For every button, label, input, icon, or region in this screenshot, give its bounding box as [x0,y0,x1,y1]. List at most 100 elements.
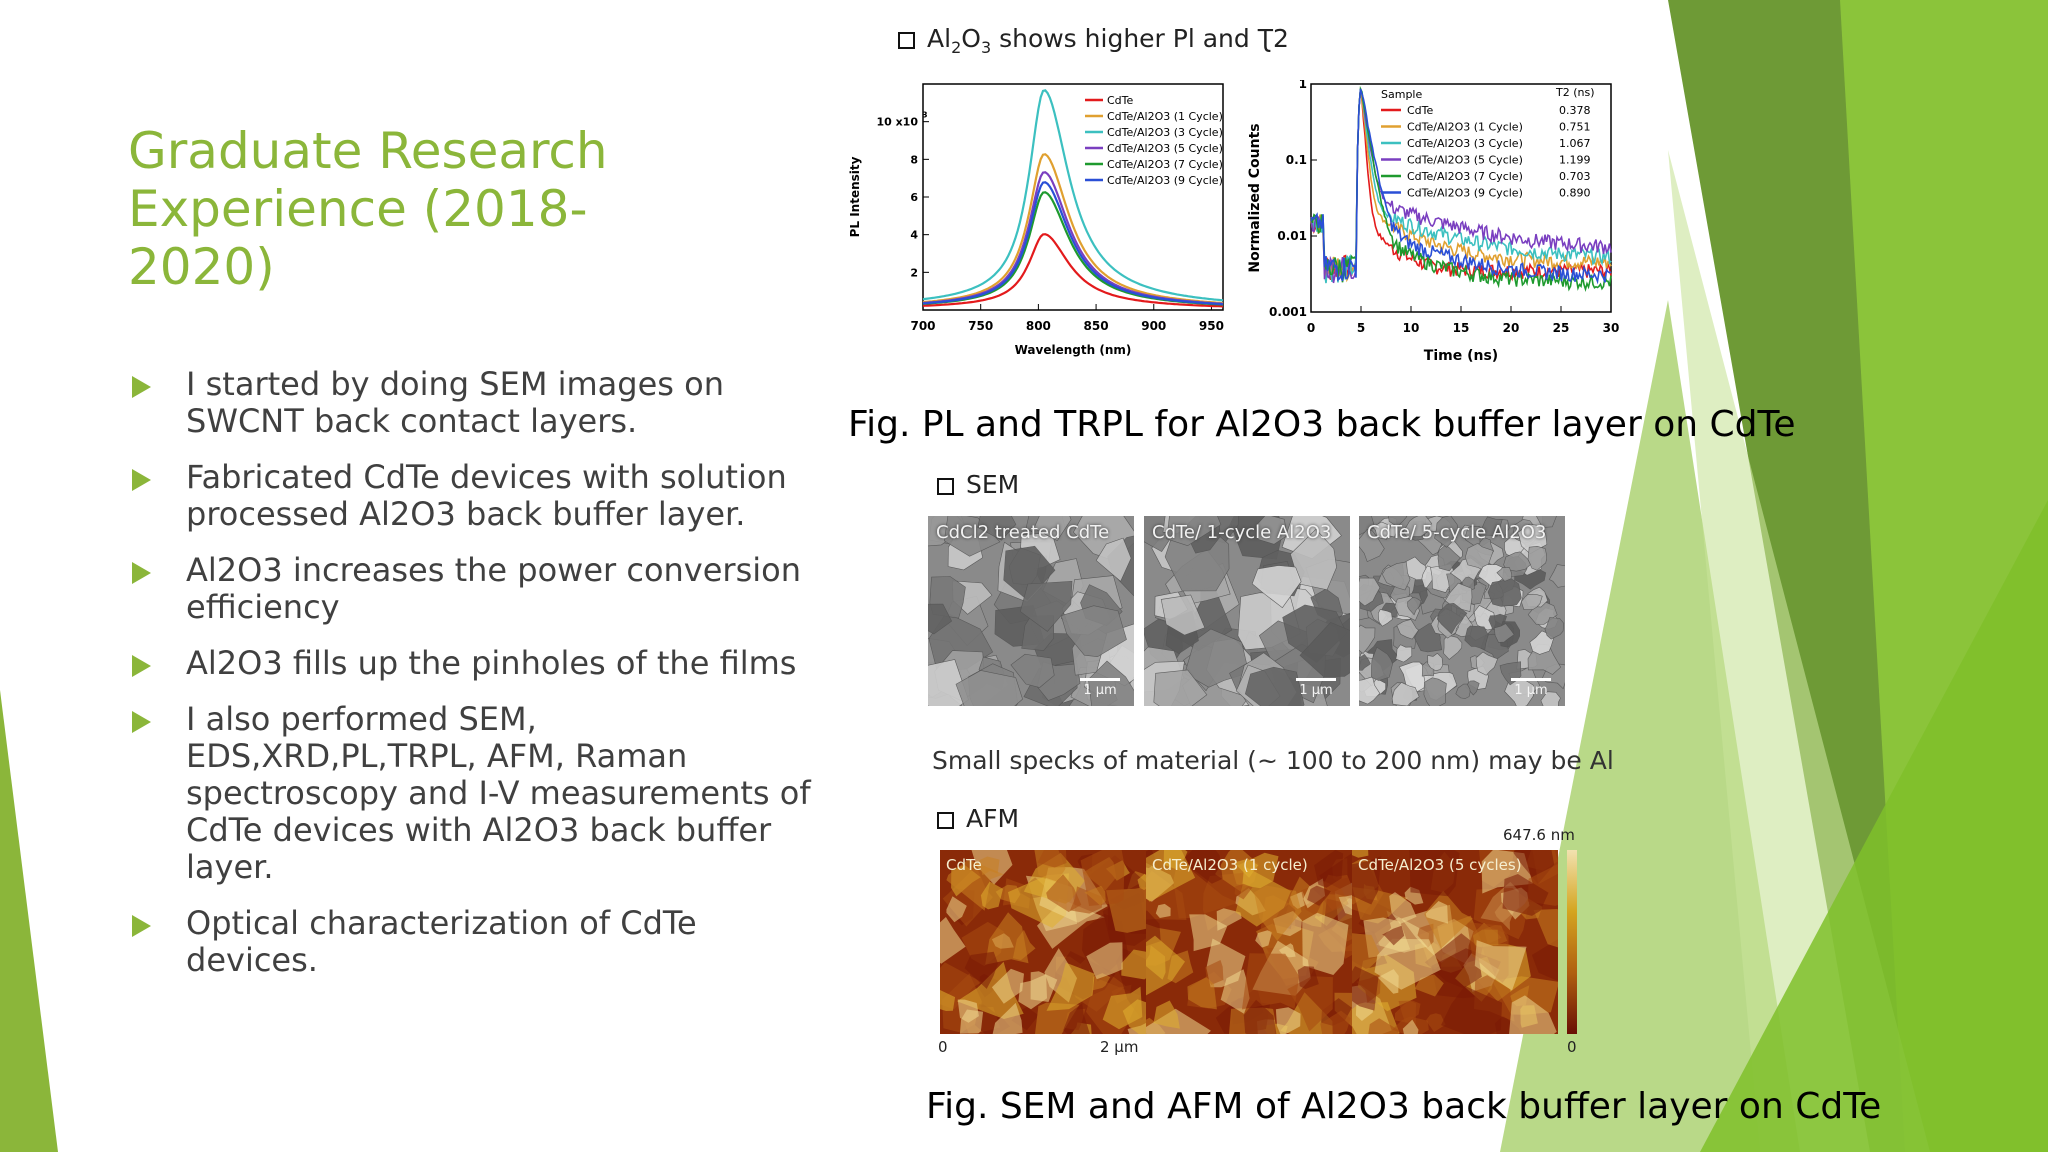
afm-feature [1030,971,1058,1002]
afm-feature [1034,1002,1080,1034]
sem-grain [1381,561,1411,591]
trpl-legend-tau: 0.703 [1559,170,1591,183]
sem-image-label: CdTe/ 5-cycle Al2O3 [1367,522,1547,543]
pl-x-axis-label: Wavelength (nm) [1015,343,1132,357]
sem-texture [1359,516,1565,706]
heading-text: Al [927,24,952,53]
sem-grain [1503,551,1531,572]
afm-feature [1398,1000,1421,1023]
trpl-y-tick-label: 0.01 [1277,229,1307,243]
afm-feature [1352,966,1379,1011]
bullet-list: I started by doing SEM images on SWCNT b… [128,366,828,998]
afm-feature [940,917,966,964]
pl-y-tick-label: 6 [910,191,918,204]
afm-image-label: CdTe [946,856,982,874]
trpl-legend-label: CdTe/Al2O3 (3 Cycle) [1407,137,1523,150]
pl-x-tick-label: 850 [1084,319,1109,333]
sem-grain [1395,644,1413,663]
afm-feature [946,859,1004,911]
afm-image: CdTe/Al2O3 (1 cycle) [1146,850,1352,1034]
sem-grain [1548,564,1565,588]
afm-feature [1474,940,1527,991]
trpl-x-tick-label: 10 [1403,321,1420,335]
afm-texture [940,850,1146,1034]
trpl-x-tick-label: 30 [1603,321,1620,335]
sem-grain [1359,577,1381,607]
sem-grain [1290,528,1337,591]
afm-feature [1046,962,1095,1011]
trpl-legend-label: CdTe/Al2O3 (5 Cycle) [1407,154,1523,167]
afm-feature [1402,1019,1419,1034]
sem-grain [1407,597,1422,616]
afm-feature [940,990,956,1011]
afm-feature [1352,856,1382,905]
trpl-y-tick-label: 1 [1299,80,1307,91]
pl-legend-label: CdTe/Al2O3 (1 Cycle) [1107,110,1223,123]
afm-feature [1146,935,1185,996]
afm-feature [1084,885,1106,906]
afm-feature [1153,1000,1180,1029]
scale-bar-line [1296,678,1336,681]
pl-y-tick-label: 10 x10 [876,116,918,129]
sem-grain [1359,528,1385,563]
bullet-item: Optical characterization of CdTe devices… [128,905,828,979]
bullet-item: I started by doing SEM images on SWCNT b… [128,366,828,440]
heading-text: O [961,24,981,53]
trpl-legend-label: CdTe/Al2O3 (1 Cycle) [1407,121,1523,134]
pl-series-line [922,153,1224,305]
pl-y-tick-label: 8 [910,153,918,166]
trpl-legend-tau: 0.890 [1559,187,1591,200]
pl-y-exponent: 3 [922,111,928,120]
pl-heading: Al2O3 shows higher Pl and Ʈ2 [898,24,1289,57]
bullet-arrow-icon [132,376,151,398]
sem-grain [1251,565,1302,609]
afm-feature [1389,892,1417,925]
pl-legend-label: CdTe/Al2O3 (3 Cycle) [1107,126,1223,139]
bullet-arrow-icon [132,469,151,491]
trpl-legend-tau: 0.378 [1559,104,1591,117]
sem-grain [1010,653,1055,688]
pl-series-line [922,181,1224,306]
sem-grain [1443,634,1463,660]
checkbox-square-icon [898,32,915,49]
afm-feature [1181,850,1223,884]
bullet-text: I also performed SEM, EDS,XRD,PL,TRPL, A… [186,700,811,886]
afm-feature [991,968,1024,1004]
bullet-arrow-icon [132,711,151,733]
sem-grain [1496,567,1513,582]
sem-grain [1402,516,1432,540]
trpl-x-tick-label: 15 [1453,321,1470,335]
checkbox-square-icon [937,478,954,495]
trpl-x-tick-label: 20 [1503,321,1520,335]
sem-grain [1160,594,1206,636]
sem-grain [1536,516,1557,528]
trpl-legend-header: Sample [1381,88,1422,101]
sem-grain [928,659,969,706]
sem-grain [1540,691,1561,706]
afm-feature [1086,942,1123,980]
afm-colorbar-max: 647.6 nm [1503,826,1575,844]
trpl-series-line [1310,88,1612,285]
afm-image-label: CdTe/Al2O3 (1 cycle) [1152,856,1308,874]
afm-feature [1233,858,1259,878]
afm-feature [1441,985,1502,1034]
afm-feature [1509,995,1557,1034]
sem-grain [1396,619,1420,640]
sem-grain [1359,624,1376,655]
sem-grain [1430,563,1455,593]
afm-image: CdTe [940,850,1146,1034]
scale-bar-line [1080,678,1120,681]
trpl-legend-tau: 1.067 [1559,137,1591,150]
afm-feature [1243,999,1277,1034]
afm-colorbar [1567,850,1577,1034]
scale-bar-text: 1 µm [1083,683,1117,698]
trpl-x-tick-label: 5 [1357,321,1365,335]
afm-feature [1425,1013,1446,1032]
trpl-y-axis-label: Normalized Counts [1247,123,1263,272]
sem-grain [1033,516,1072,541]
trpl-legend-label: CdTe/Al2O3 (9 Cycle) [1407,187,1523,200]
sem-grain [1377,609,1393,627]
afm-x-label: 2 µm [1100,1038,1139,1056]
bullet-text: Al2O3 increases the power conversion eff… [186,551,801,626]
pl-x-tick-label: 800 [1026,319,1051,333]
